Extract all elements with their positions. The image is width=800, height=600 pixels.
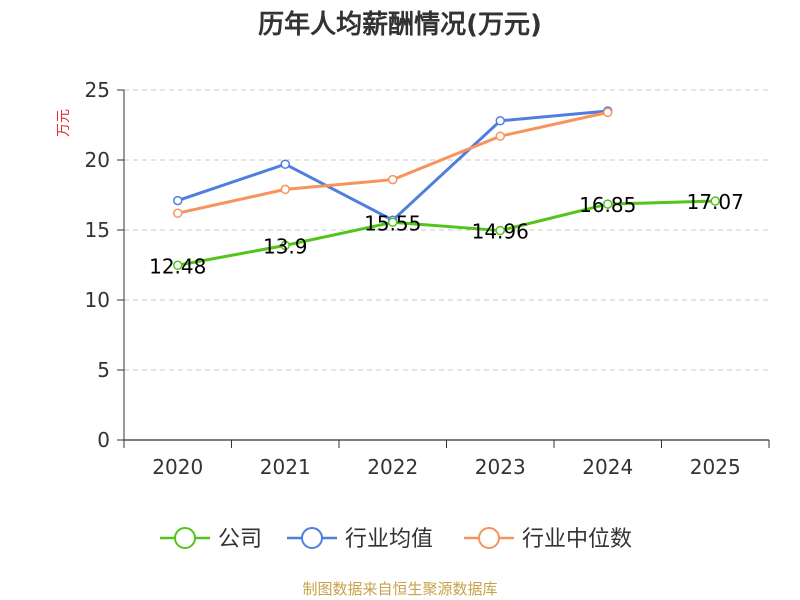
data-label: 15.55 (364, 211, 421, 235)
legend-item-0[interactable]: 公司 (160, 527, 262, 552)
source-note: 制图数据来自恒生聚源数据库 (302, 580, 497, 598)
axes (117, 89, 770, 448)
y-tick-label: 10 (85, 288, 110, 312)
data-point (388, 217, 398, 228)
y-tick-label: 0 (97, 428, 110, 452)
data-label: 12.48 (149, 254, 206, 278)
y-tick-label: 25 (85, 78, 110, 102)
y-axis-label: 万元 (56, 109, 72, 137)
data-labels: 12.48 13.9 15.55 14.96 16.85 17.07 (149, 190, 744, 278)
data-label: 13.9 (263, 234, 308, 258)
y-tick-label: 15 (85, 218, 110, 242)
x-tick-label: 2024 (582, 455, 633, 479)
data-point (603, 107, 613, 118)
data-label: 17.07 (687, 190, 744, 214)
legend-item-2[interactable]: 行业中位数 (464, 527, 632, 552)
data-point (495, 225, 505, 236)
legend-marker (174, 527, 196, 549)
legend-marker (301, 527, 323, 549)
data-point (173, 260, 183, 271)
data-point (603, 199, 613, 209)
y-tick-label: 5 (97, 358, 110, 382)
series-2 (173, 107, 613, 218)
series-line (177, 199, 716, 267)
legend-label: 公司 (218, 527, 262, 552)
data-point (388, 174, 398, 185)
series-line (177, 110, 609, 215)
data-point (173, 208, 183, 218)
x-tick-labels: 2020 2021 2022 2023 2024 2025 (152, 455, 740, 479)
x-tick-label: 2025 (690, 455, 741, 479)
data-point (710, 196, 720, 206)
grid-lines (124, 89, 769, 371)
x-tick-label: 2022 (367, 455, 418, 479)
legend-marker (478, 527, 500, 549)
data-point (495, 131, 505, 141)
legend-item-1[interactable]: 行业均值 (287, 527, 433, 552)
legend-label: 行业中位数 (522, 527, 632, 552)
x-tick-label: 2020 (152, 455, 203, 479)
legend[interactable]: 公司 行业均值 行业中位数 (160, 527, 632, 552)
data-point (173, 195, 183, 206)
data-point (280, 159, 290, 169)
x-tick-label: 2021 (260, 455, 311, 479)
data-label: 16.85 (579, 193, 636, 217)
data-point (280, 184, 290, 195)
chart-title: 历年人均薪酬情况(万元) (258, 9, 542, 40)
legend-label: 行业均值 (345, 527, 433, 552)
y-tick-labels: 0 5 10 15 20 25 (85, 78, 110, 452)
y-tick-label: 20 (85, 148, 110, 172)
series-0 (173, 196, 720, 271)
data-point (495, 116, 505, 126)
data-point (280, 240, 290, 251)
x-tick-label: 2023 (475, 455, 526, 479)
series-group (173, 106, 720, 271)
data-label: 14.96 (472, 220, 529, 244)
